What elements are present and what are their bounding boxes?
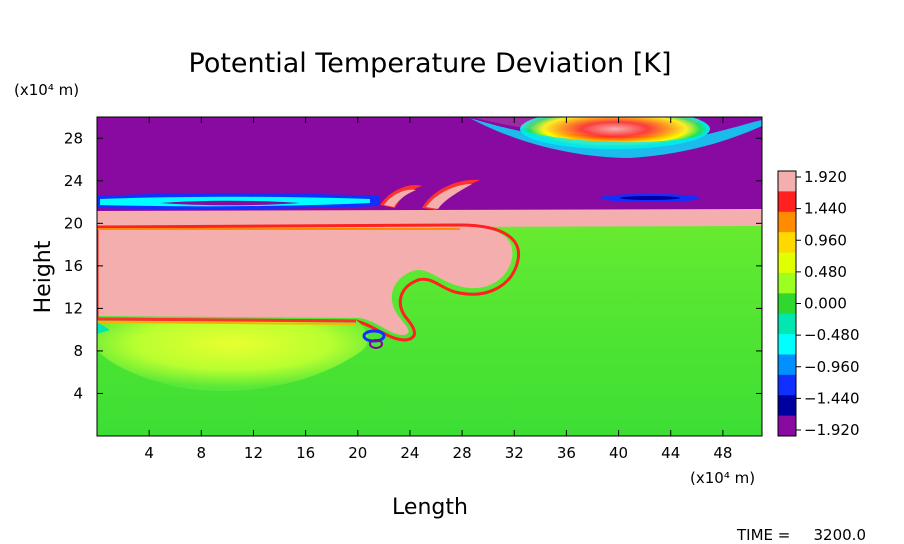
y-tick-label: 12 — [64, 299, 83, 317]
y-tick-label: 8 — [73, 342, 83, 360]
colorbar-segment — [778, 415, 796, 437]
colorbar-label: 0.000 — [804, 295, 847, 313]
x-axis-label: Length — [392, 495, 468, 520]
warm-layer-region — [97, 226, 513, 336]
colorbar-segment — [778, 354, 796, 376]
colorbar: 1.920 1.440 0.960 0.480 0.000 −0.480 −0.960 −1.… — [777, 168, 860, 439]
x-tick-label: 24 — [400, 444, 419, 462]
colorbar-label: −0.480 — [804, 326, 860, 344]
y-tick-label: 24 — [64, 172, 83, 190]
chart-title: Potential Temperature Deviation [K] — [189, 48, 672, 79]
x-tick-label: 16 — [296, 444, 315, 462]
x-tick-label: 40 — [609, 444, 628, 462]
y-tick-label: 4 — [73, 384, 83, 402]
y-unit-label: (x10⁴ m) — [14, 81, 79, 99]
colorbar-segment — [778, 232, 796, 254]
colorbar-segment — [778, 211, 796, 233]
x-tick-label: 20 — [348, 444, 367, 462]
time-value: 3200.0 — [814, 526, 867, 544]
colorbar-segment — [778, 252, 796, 274]
colorbar-segment — [778, 395, 796, 417]
colorbar-segment — [778, 293, 796, 315]
colorbar-segment — [778, 374, 796, 396]
colorbar-label: 0.960 — [804, 231, 847, 249]
heatmap-field — [97, 117, 762, 436]
colorbar-segment — [778, 191, 796, 213]
x-tick-label: 28 — [453, 444, 472, 462]
warm-layer-edge — [97, 209, 762, 228]
x-tick-label: 8 — [197, 444, 207, 462]
colorbar-segment — [778, 313, 796, 335]
y-tick-label: 20 — [64, 214, 83, 232]
x-tick-label: 44 — [661, 444, 680, 462]
y-ticks: 4 8 12 16 20 24 28 — [64, 129, 762, 402]
colorbar-label: 1.440 — [804, 200, 847, 218]
x-ticks: 4 8 12 16 20 24 28 32 36 40 44 48 — [144, 117, 732, 462]
y-tick-label: 16 — [64, 257, 83, 275]
x-tick-label: 12 — [244, 444, 263, 462]
colorbar-segment — [778, 171, 796, 192]
time-label: TIME = — [736, 526, 790, 544]
colorbar-label: 0.480 — [804, 263, 847, 281]
x-tick-label: 48 — [713, 444, 732, 462]
plot-frame — [96, 116, 763, 437]
x-tick-label: 32 — [505, 444, 524, 462]
y-axis-label: Height — [31, 240, 56, 313]
cool-lens-region — [97, 318, 368, 391]
colorbar-label: −1.920 — [804, 421, 860, 439]
x-tick-label: 4 — [144, 444, 154, 462]
x-unit-label: (x10⁴ m) — [690, 469, 755, 487]
colorbar-segment — [778, 334, 796, 355]
y-tick-label: 28 — [64, 129, 83, 147]
colorbar-label: −0.960 — [804, 358, 860, 376]
colorbar-label: 1.920 — [804, 168, 847, 186]
x-tick-label: 36 — [557, 444, 576, 462]
colorbar-label: −1.440 — [804, 389, 860, 407]
colorbar-segment — [778, 272, 796, 294]
